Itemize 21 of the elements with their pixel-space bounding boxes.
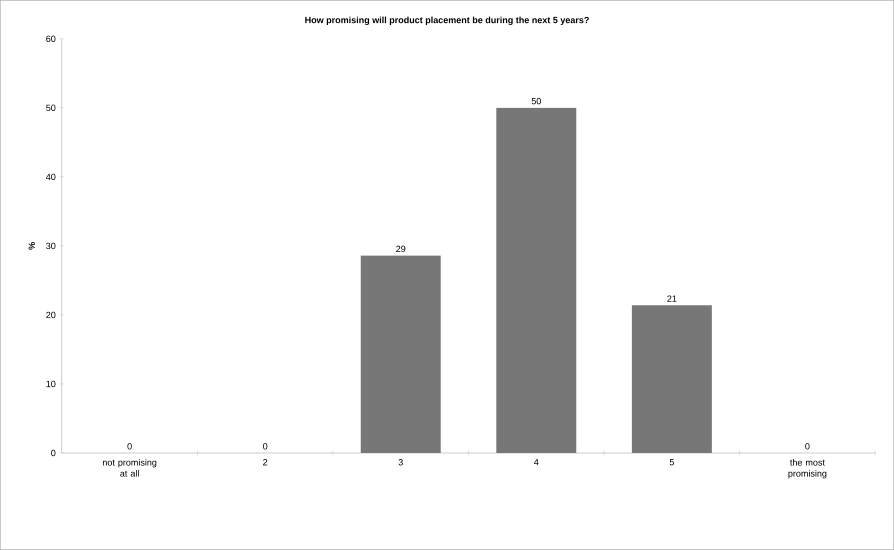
data-label: 50 xyxy=(532,98,541,104)
y-axis-title: % xyxy=(28,242,35,250)
y-tick-label: 20 xyxy=(46,312,56,318)
y-tick-label: 0 xyxy=(51,450,56,456)
x-tick-label: 2 xyxy=(263,459,268,466)
data-label: 29 xyxy=(396,246,406,252)
data-label: 0 xyxy=(263,443,268,450)
data-label: 21 xyxy=(667,296,676,302)
y-tick-label: 30 xyxy=(46,242,56,250)
y-tick-label: 10 xyxy=(46,380,56,388)
chart-title: How promising will product placement be during the next 5 years? xyxy=(305,16,589,26)
x-tick-label: not promising at all xyxy=(102,459,156,477)
x-tick-label: the most promising xyxy=(788,459,826,479)
y-tick-label: 50 xyxy=(46,104,56,112)
data-label: 0 xyxy=(805,443,810,450)
data-label: 0 xyxy=(127,443,132,450)
y-tick-label: 40 xyxy=(46,174,56,180)
x-tick-label: 5 xyxy=(670,459,674,466)
x-tick-label: 4 xyxy=(534,459,539,466)
y-tick-label: 60 xyxy=(46,36,56,42)
x-tick-label: 3 xyxy=(398,459,403,466)
